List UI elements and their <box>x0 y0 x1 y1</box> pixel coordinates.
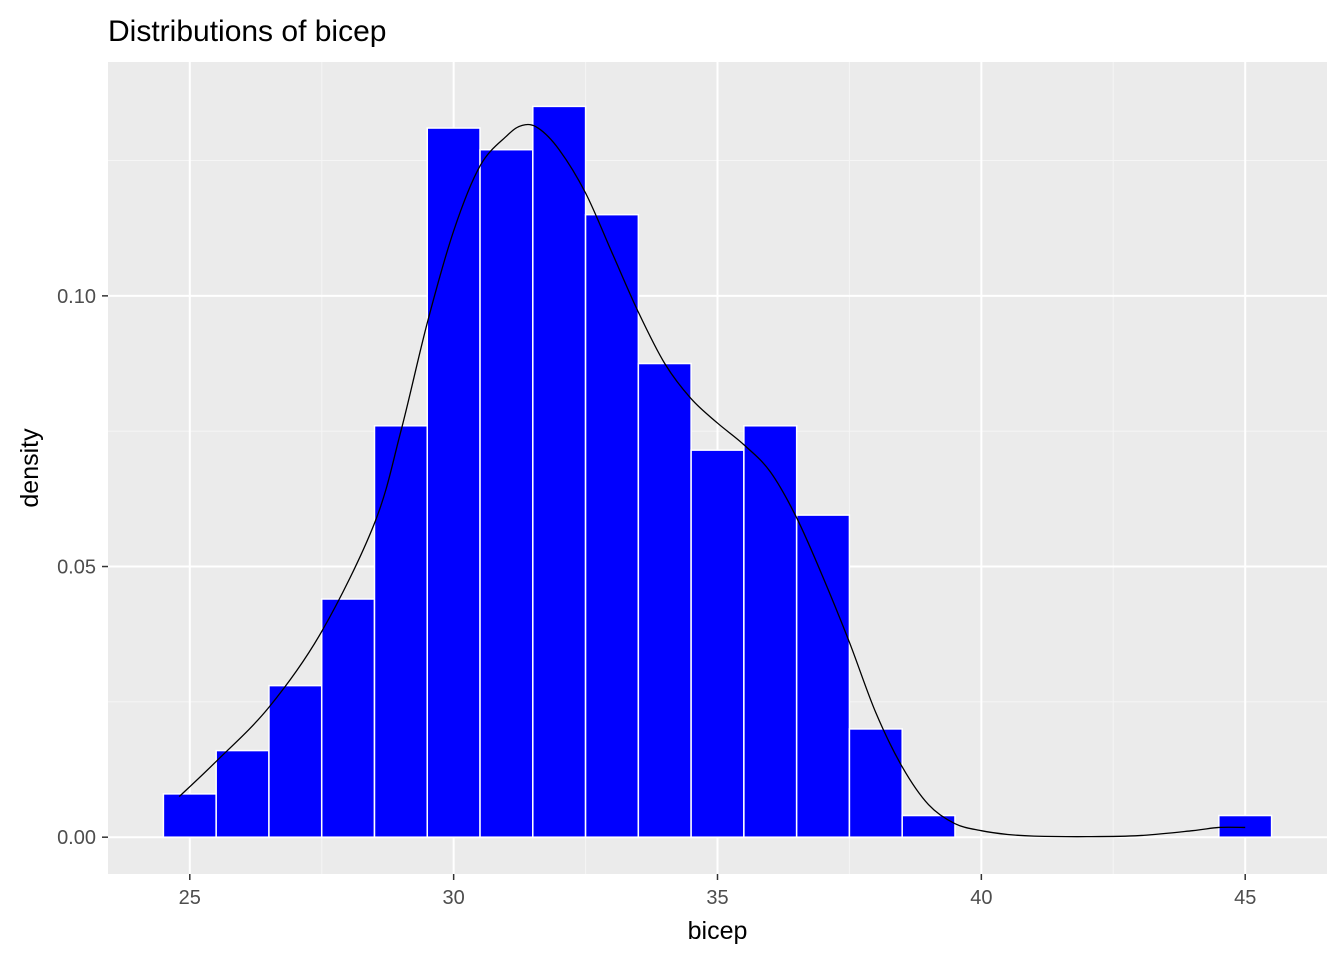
histogram-bar <box>1218 814 1273 838</box>
histogram-bar <box>795 514 851 838</box>
y-axis: 0.00 0.05 0.10 <box>57 286 108 849</box>
histogram-bar <box>690 449 745 838</box>
x-axis-title: bicep <box>688 917 748 945</box>
histogram-bar <box>479 148 534 838</box>
y-tick-label: 0.05 <box>57 557 96 579</box>
histogram-bar <box>268 684 323 838</box>
x-tick-label: 25 <box>179 887 201 909</box>
x-tick-label: 35 <box>706 887 728 909</box>
chart-title: Distributions of bicep <box>108 15 386 48</box>
histogram-bar <box>162 793 217 838</box>
histogram-bar <box>426 127 481 838</box>
histogram-bar <box>901 814 956 838</box>
x-tick-label: 45 <box>1234 887 1256 909</box>
histogram-bar <box>215 749 270 838</box>
y-tick-label: 0.00 <box>57 827 96 849</box>
x-tick-label: 30 <box>443 887 465 909</box>
y-axis-title: density <box>16 428 44 508</box>
histogram-bar <box>637 362 692 838</box>
y-tick-label: 0.10 <box>57 286 96 308</box>
histogram-bar <box>320 598 376 838</box>
x-tick-label: 40 <box>970 887 992 909</box>
histogram-bar <box>848 728 903 838</box>
histogram-bar <box>584 213 640 838</box>
density-curve <box>178 123 1246 838</box>
histogram-bar <box>743 425 798 838</box>
histogram-bar <box>373 425 429 838</box>
x-axis: 25 30 35 40 45 <box>179 874 1256 909</box>
histogram-bar <box>532 105 587 838</box>
histogram-bars <box>162 105 1273 838</box>
